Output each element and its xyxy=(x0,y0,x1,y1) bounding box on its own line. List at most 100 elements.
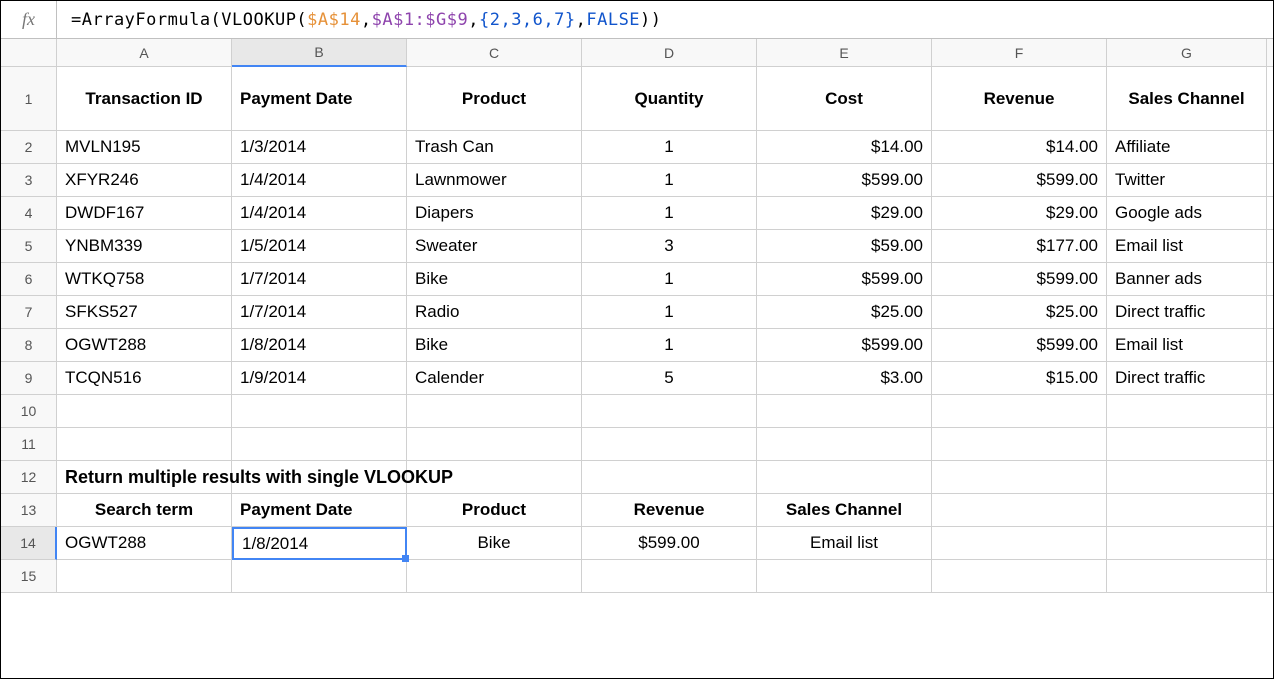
cell[interactable] xyxy=(407,395,582,428)
cell[interactable]: 1/7/2014 xyxy=(232,263,407,296)
col-header-blank[interactable] xyxy=(1267,39,1274,67)
row-header-14[interactable]: 14 xyxy=(1,527,57,560)
cell[interactable]: OGWT288 xyxy=(57,329,232,362)
row-header-13[interactable]: 13 xyxy=(1,494,57,527)
cell[interactable]: $59.00 xyxy=(757,230,932,263)
cell[interactable] xyxy=(1267,395,1274,428)
cell[interactable] xyxy=(1267,67,1274,131)
cell[interactable]: Bike xyxy=(407,329,582,362)
cell[interactable]: $14.00 xyxy=(932,131,1107,164)
col-header-B[interactable]: B xyxy=(232,39,407,67)
cell[interactable] xyxy=(232,395,407,428)
cell[interactable] xyxy=(1107,395,1267,428)
cell[interactable]: $599.00 xyxy=(757,263,932,296)
row-header[interactable]: 2 xyxy=(1,131,57,164)
cell[interactable]: Direct traffic xyxy=(1107,362,1267,395)
cell[interactable] xyxy=(1107,527,1267,560)
cell[interactable]: Banner ads xyxy=(1107,263,1267,296)
cell[interactable]: $599.00 xyxy=(582,527,757,560)
cell[interactable]: 1 xyxy=(582,263,757,296)
cell[interactable] xyxy=(1267,164,1274,197)
cell[interactable] xyxy=(1107,461,1267,494)
col-header-C[interactable]: C xyxy=(407,39,582,67)
cell[interactable]: 1 xyxy=(582,197,757,230)
row-header[interactable]: 9 xyxy=(1,362,57,395)
col-header-A[interactable]: A xyxy=(57,39,232,67)
grid[interactable]: A B C D E F G 1 Transaction ID Payment D… xyxy=(1,39,1273,593)
row-header[interactable]: 7 xyxy=(1,296,57,329)
cell[interactable]: Email list xyxy=(757,527,932,560)
cell[interactable]: Bike xyxy=(407,263,582,296)
cell[interactable] xyxy=(232,560,407,593)
cell[interactable]: $3.00 xyxy=(757,362,932,395)
cell[interactable] xyxy=(1267,131,1274,164)
cell[interactable]: 1/3/2014 xyxy=(232,131,407,164)
col-header-F[interactable]: F xyxy=(932,39,1107,67)
cell[interactable] xyxy=(932,527,1107,560)
col-header-G[interactable]: G xyxy=(1107,39,1267,67)
cell[interactable] xyxy=(932,395,1107,428)
cell[interactable]: $25.00 xyxy=(757,296,932,329)
cell[interactable]: DWDF167 xyxy=(57,197,232,230)
cell[interactable] xyxy=(1267,362,1274,395)
cell[interactable]: MVLN195 xyxy=(57,131,232,164)
cell[interactable]: Diapers xyxy=(407,197,582,230)
formula-input[interactable]: =ArrayFormula(VLOOKUP($A$14,$A$1:$G$9,{2… xyxy=(57,10,662,30)
cell[interactable] xyxy=(1267,494,1274,527)
cell[interactable] xyxy=(932,560,1107,593)
cell[interactable]: 1/8/2014 xyxy=(232,329,407,362)
cell[interactable]: Lawnmower xyxy=(407,164,582,197)
cell[interactable]: $599.00 xyxy=(932,329,1107,362)
cell[interactable]: $14.00 xyxy=(757,131,932,164)
row-header[interactable]: 3 xyxy=(1,164,57,197)
cell[interactable] xyxy=(1267,527,1274,560)
row-header[interactable]: 8 xyxy=(1,329,57,362)
cell[interactable]: $599.00 xyxy=(757,329,932,362)
cell[interactable]: Payment Date xyxy=(232,67,407,131)
cell[interactable] xyxy=(1267,560,1274,593)
cell[interactable] xyxy=(1267,296,1274,329)
cell[interactable]: Quantity xyxy=(582,67,757,131)
cell[interactable]: Search term xyxy=(57,494,232,527)
cell[interactable]: Transaction ID xyxy=(57,67,232,131)
col-header-E[interactable]: E xyxy=(757,39,932,67)
cell[interactable] xyxy=(57,560,232,593)
cell[interactable]: Twitter xyxy=(1107,164,1267,197)
cell[interactable]: TCQN516 xyxy=(57,362,232,395)
cell[interactable] xyxy=(757,461,932,494)
cell[interactable]: 1/7/2014 xyxy=(232,296,407,329)
cell[interactable] xyxy=(57,428,232,461)
cell[interactable]: Affiliate xyxy=(1107,131,1267,164)
row-header-15[interactable]: 15 xyxy=(1,560,57,593)
cell[interactable]: Product xyxy=(407,494,582,527)
row-header[interactable]: 4 xyxy=(1,197,57,230)
cell[interactable]: $15.00 xyxy=(932,362,1107,395)
cell[interactable]: Cost xyxy=(757,67,932,131)
cell[interactable]: $599.00 xyxy=(932,164,1107,197)
row-header[interactable]: 5 xyxy=(1,230,57,263)
row-header-10[interactable]: 10 xyxy=(1,395,57,428)
select-all-corner[interactable] xyxy=(1,39,57,67)
cell[interactable] xyxy=(407,560,582,593)
cell[interactable] xyxy=(932,494,1107,527)
section-title[interactable]: Return multiple results with single VLOO… xyxy=(57,461,232,494)
active-cell-B14[interactable]: 1/8/2014 xyxy=(232,527,407,560)
cell[interactable]: $29.00 xyxy=(932,197,1107,230)
col-header-D[interactable]: D xyxy=(582,39,757,67)
cell[interactable]: Email list xyxy=(1107,329,1267,362)
cell[interactable]: Direct traffic xyxy=(1107,296,1267,329)
cell[interactable]: XFYR246 xyxy=(57,164,232,197)
cell[interactable]: Sweater xyxy=(407,230,582,263)
cell[interactable]: $177.00 xyxy=(932,230,1107,263)
cell[interactable]: 1/5/2014 xyxy=(232,230,407,263)
cell[interactable]: Product xyxy=(407,67,582,131)
cell[interactable] xyxy=(1107,494,1267,527)
cell[interactable]: 3 xyxy=(582,230,757,263)
cell[interactable]: Revenue xyxy=(932,67,1107,131)
cell[interactable]: WTKQ758 xyxy=(57,263,232,296)
cell[interactable]: $599.00 xyxy=(932,263,1107,296)
cell[interactable] xyxy=(1107,428,1267,461)
cell[interactable]: Bike xyxy=(407,527,582,560)
cell[interactable]: 1/4/2014 xyxy=(232,197,407,230)
cell[interactable] xyxy=(1267,428,1274,461)
